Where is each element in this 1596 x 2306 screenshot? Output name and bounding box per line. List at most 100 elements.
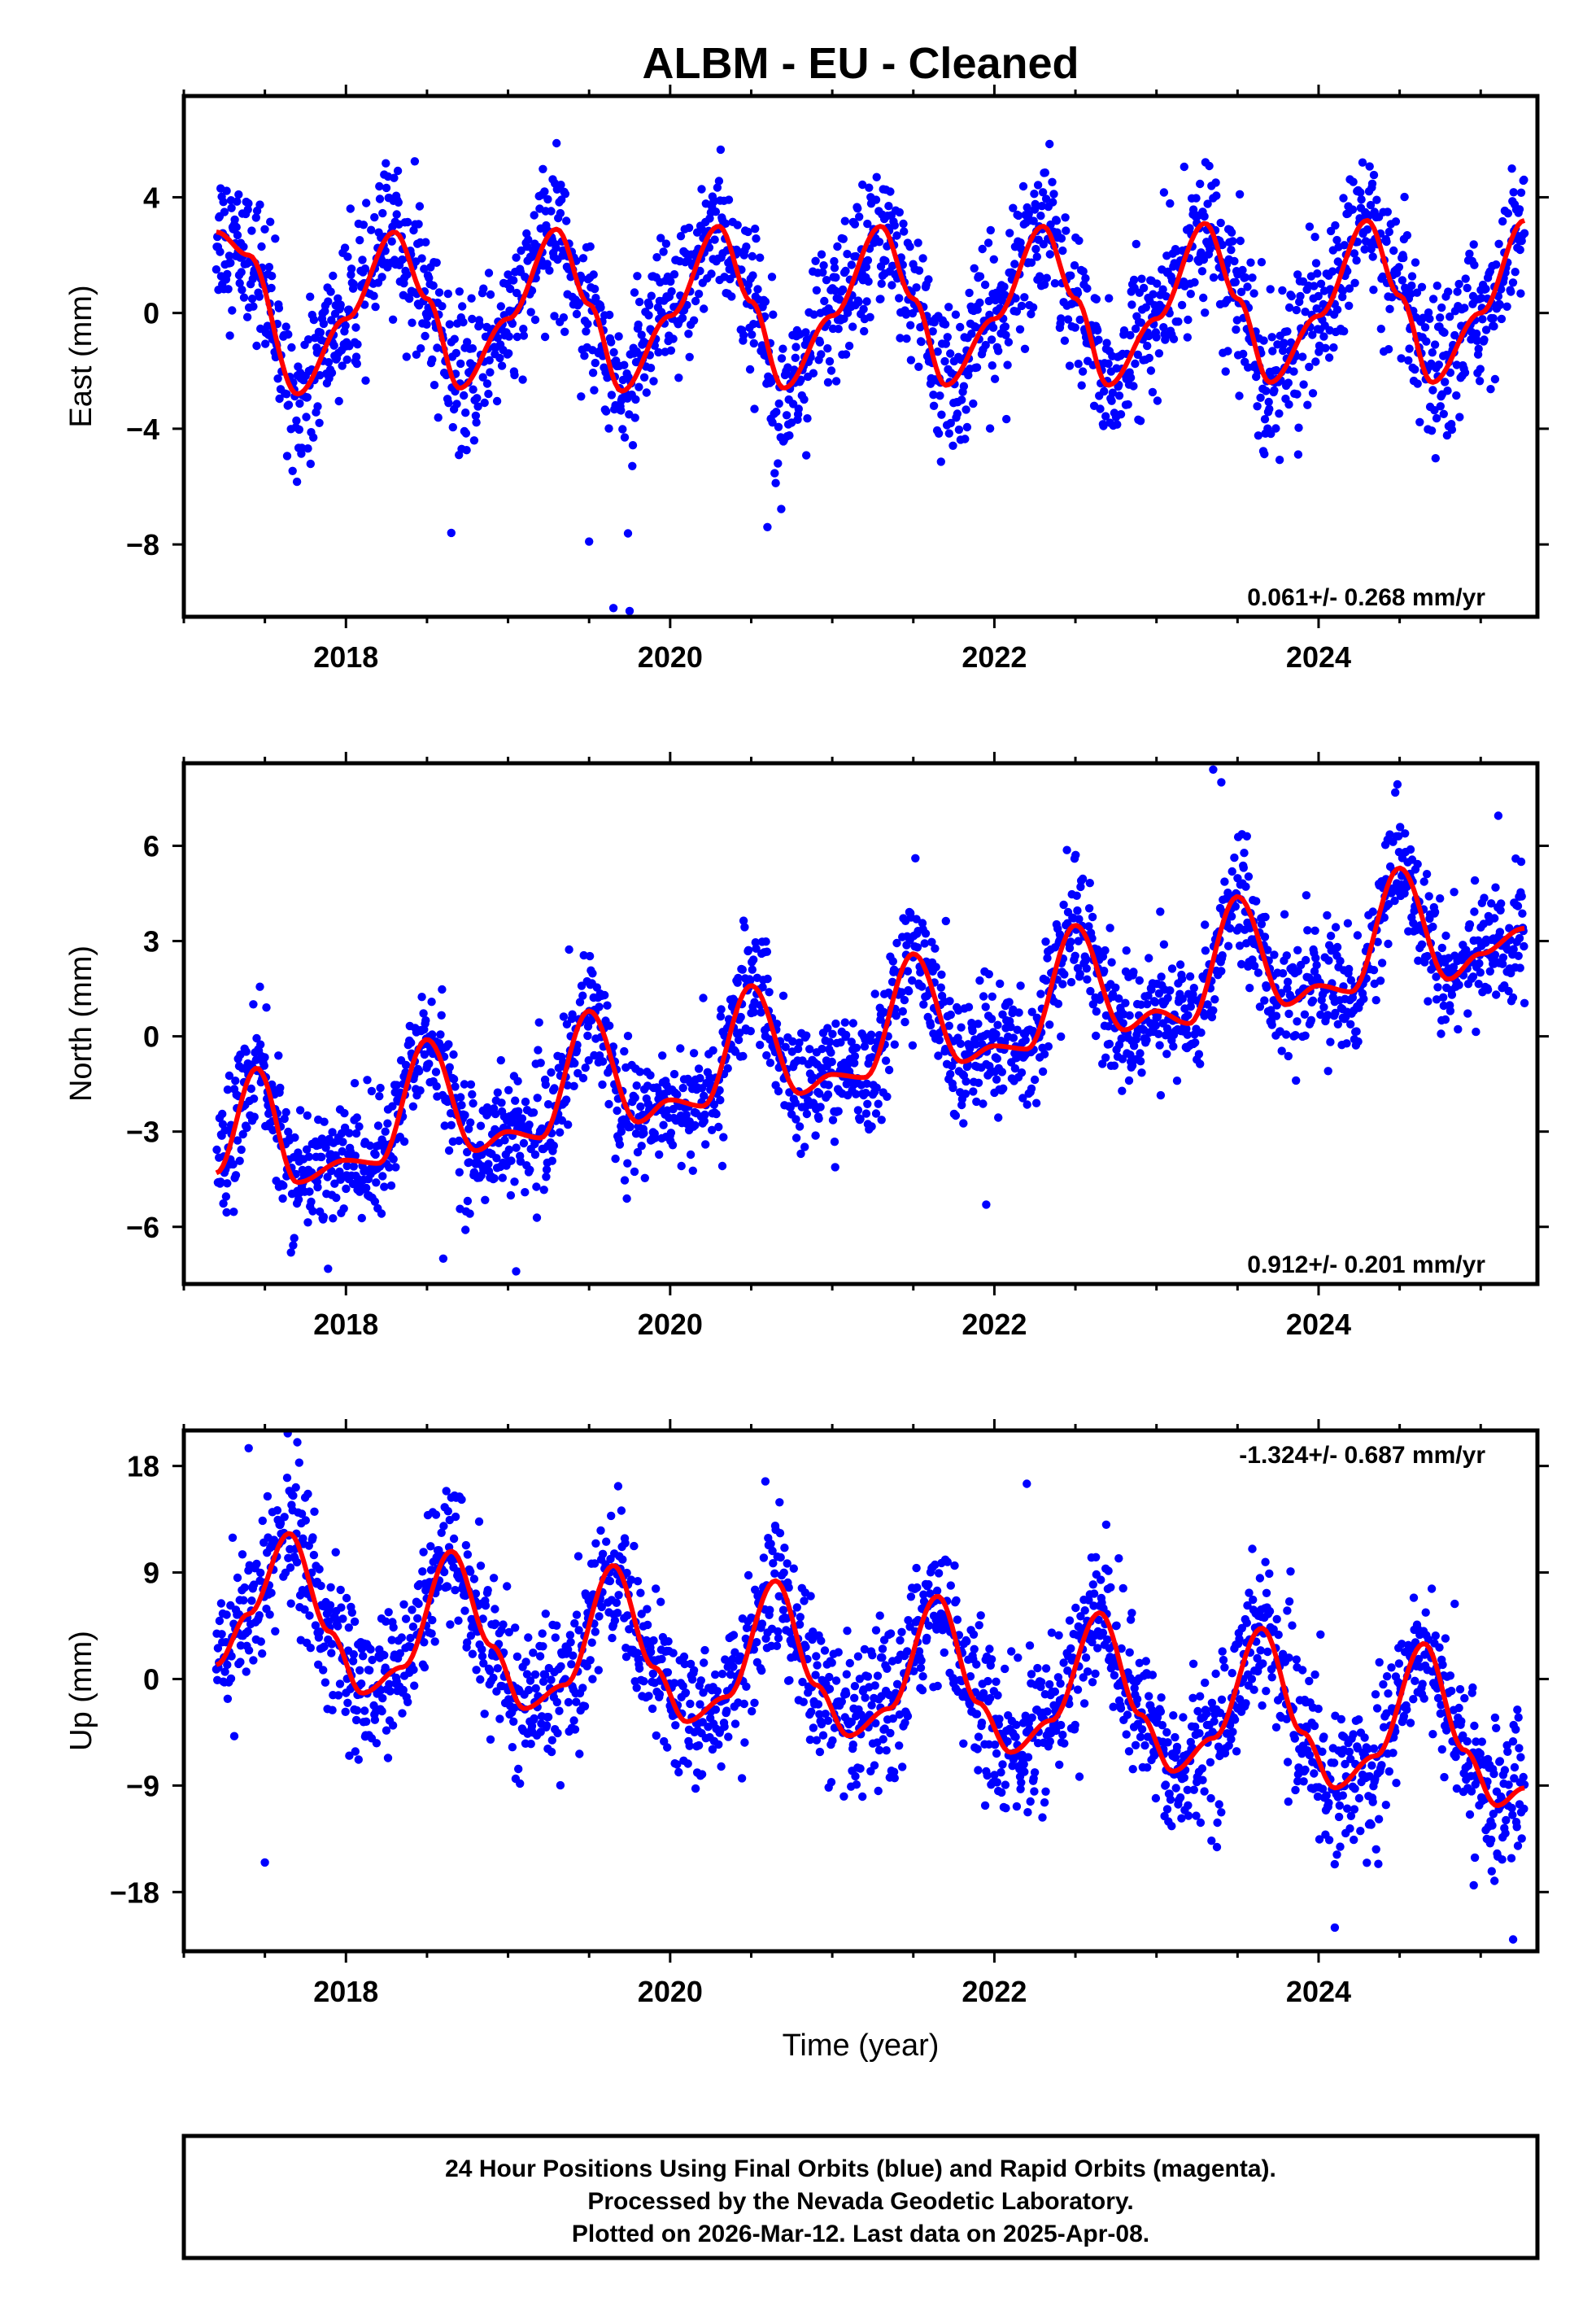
north-data-point <box>1083 976 1091 984</box>
east-data-point <box>1094 336 1102 344</box>
east-data-point <box>1149 290 1157 299</box>
east-outlier-point <box>763 523 771 531</box>
up-data-point <box>410 1682 418 1690</box>
east-data-point <box>552 139 560 147</box>
east-data-point <box>1003 360 1011 369</box>
east-data-point <box>670 270 678 278</box>
up-data-point <box>310 1551 318 1559</box>
east-data-point <box>1299 380 1307 388</box>
north-data-point <box>368 1087 376 1095</box>
east-data-point <box>1053 216 1061 225</box>
north-data-point <box>305 1187 313 1195</box>
north-data-point <box>669 1141 677 1149</box>
east-data-point <box>267 284 275 292</box>
east-data-point <box>590 270 598 278</box>
east-data-point <box>1404 356 1412 365</box>
east-data-point <box>377 273 386 281</box>
north-data-point <box>968 1027 976 1035</box>
up-data-point <box>548 1736 556 1745</box>
north-data-point <box>851 1052 859 1060</box>
north-data-point <box>1067 978 1075 986</box>
north-data-point <box>383 1120 391 1128</box>
up-data-point <box>380 1651 388 1659</box>
east-data-point <box>1205 162 1213 170</box>
east-data-point <box>887 281 896 289</box>
east-data-point <box>307 460 315 468</box>
east-data-point <box>219 198 227 206</box>
east-data-point <box>1127 300 1136 308</box>
east-data-point <box>1356 188 1364 196</box>
up-data-point <box>326 1583 334 1592</box>
east-data-point <box>1049 198 1057 206</box>
up-data-point <box>398 1633 406 1641</box>
east-data-point <box>1021 345 1029 353</box>
east-data-point <box>1132 240 1140 248</box>
north-data-point <box>550 1084 558 1092</box>
north-data-point <box>378 1172 386 1180</box>
east-data-point <box>1227 246 1235 254</box>
north-data-point <box>1418 941 1426 949</box>
east-data-point <box>1228 229 1236 237</box>
north-data-point <box>329 1214 337 1222</box>
east-data-point <box>310 316 318 324</box>
north-data-point <box>340 1109 348 1117</box>
up-data-point <box>286 1563 294 1571</box>
east-data-point <box>562 216 570 225</box>
north-data-point <box>1088 913 1097 921</box>
north-data-point <box>1307 1016 1315 1024</box>
east-data-point <box>981 281 989 289</box>
east-data-point <box>1078 382 1086 390</box>
east-data-point <box>1127 373 1135 382</box>
north-ytick-label: −3 <box>126 1116 159 1149</box>
up-data-point <box>494 1664 502 1672</box>
north-data-point <box>942 917 950 925</box>
north-data-point <box>1018 1068 1026 1077</box>
east-data-point <box>430 282 438 290</box>
north-data-point <box>678 1162 686 1170</box>
east-data-point <box>1349 205 1357 213</box>
up-data-point <box>373 1739 381 1747</box>
north-data-point <box>232 1171 240 1179</box>
east-data-point <box>1366 162 1374 170</box>
east-data-point <box>416 344 425 352</box>
east-data-point <box>434 413 443 421</box>
north-data-point <box>905 987 913 995</box>
east-data-point <box>634 383 643 391</box>
north-data-point <box>372 1178 380 1186</box>
east-data-point <box>1372 196 1380 204</box>
north-data-point <box>332 1194 340 1202</box>
east-data-point <box>1243 282 1251 290</box>
east-data-point <box>234 190 242 199</box>
up-data-point <box>539 1642 547 1650</box>
east-data-point <box>460 391 468 400</box>
east-data-point <box>257 242 265 251</box>
north-data-point <box>749 955 757 963</box>
north-data-point <box>313 1183 321 1191</box>
east-data-point <box>547 207 555 215</box>
east-data-point <box>468 315 476 323</box>
north-data-point <box>899 1007 907 1015</box>
north-data-point <box>935 1036 944 1044</box>
north-data-point <box>1086 879 1094 887</box>
up-data-point <box>543 1721 551 1729</box>
up-data-point <box>230 1732 238 1740</box>
up-data-point <box>588 1675 596 1683</box>
up-data-point <box>503 1582 511 1590</box>
north-data-point <box>1515 934 1524 942</box>
north-data-point <box>1283 951 1291 959</box>
up-data-point <box>553 1729 561 1737</box>
north-data-point <box>1302 891 1310 899</box>
east-data-point <box>1131 360 1139 368</box>
north-data-point <box>716 1096 724 1104</box>
east-data-point <box>1296 292 1304 300</box>
east-data-point <box>751 225 759 233</box>
up-data-point <box>327 1649 335 1657</box>
east-data-point <box>906 321 914 330</box>
north-data-point <box>1245 984 1254 992</box>
north-data-point <box>547 1068 555 1077</box>
east-data-point <box>1494 240 1502 248</box>
east-data-point <box>403 270 411 278</box>
north-data-point <box>792 1133 800 1142</box>
north-data-point <box>377 1209 386 1217</box>
north-data-point <box>882 1056 890 1064</box>
